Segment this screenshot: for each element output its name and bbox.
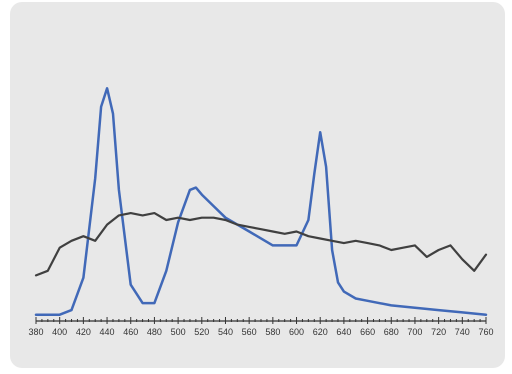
x-tick-label: 560 [242,327,257,337]
x-tick-label: 480 [147,327,162,337]
x-tick-label: 620 [313,327,328,337]
x-tick-label: 740 [455,327,470,337]
x-tick-label: 680 [384,327,399,337]
series-line-1 [34,87,488,316]
x-tick-label: 720 [431,327,446,337]
x-tick-label: 420 [76,327,91,337]
x-tick-label: 640 [336,327,351,337]
series-line-2 [34,212,488,277]
x-tick-label: 540 [218,327,233,337]
x-tick-label: 520 [194,327,209,337]
x-tick-label: 600 [289,327,304,337]
x-tick-label: 700 [407,327,422,337]
x-tick-label: 500 [171,327,186,337]
plot-area [34,87,488,316]
x-tick-label: 380 [28,327,43,337]
x-tick-label: 460 [123,327,138,337]
chart-card [10,2,505,368]
x-tick-label: 580 [265,327,280,337]
x-tick-label: 440 [100,327,115,337]
x-axis: 380 400 420 440 460 480 500 520 540 560 580 600 620 6… [28,317,494,337]
x-tick-label: 660 [360,327,375,337]
x-tick-label: 400 [52,327,67,337]
x-tick-label: 760 [478,327,493,337]
